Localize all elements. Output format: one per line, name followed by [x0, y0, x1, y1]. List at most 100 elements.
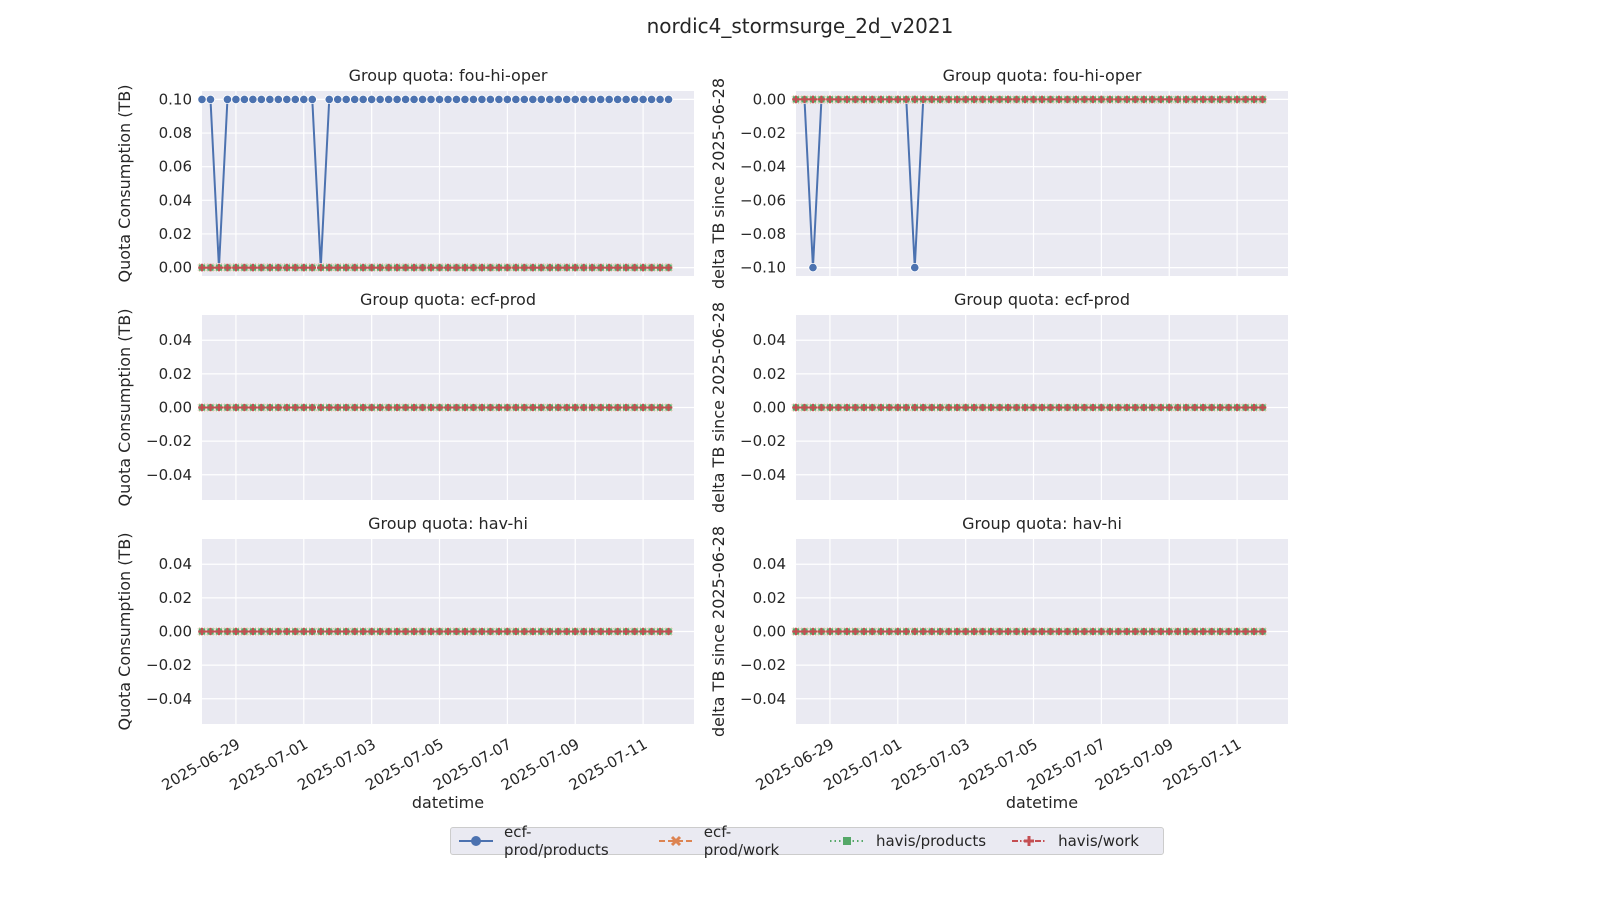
- data-point: [486, 263, 495, 272]
- data-point: [1004, 95, 1012, 104]
- data-point: [638, 94, 648, 105]
- legend-marker: [670, 835, 681, 847]
- data-point: [1139, 627, 1148, 636]
- data-point: [1182, 627, 1191, 636]
- data-point: [266, 403, 274, 412]
- data-point: [1165, 95, 1174, 104]
- legend-label: ecf-prod/work: [703, 823, 780, 859]
- data-point: [435, 403, 444, 412]
- y-tick-label: 0.04: [753, 555, 786, 573]
- data-point: [613, 403, 622, 412]
- data-point: [605, 627, 613, 636]
- data-point: [1106, 403, 1114, 412]
- data-point: [469, 263, 478, 272]
- data-point: [529, 403, 537, 412]
- data-point: [987, 95, 995, 104]
- data-point: [953, 403, 961, 412]
- data-point: [1173, 627, 1182, 636]
- data-point: [393, 403, 401, 412]
- y-tick-label: −0.04: [146, 690, 192, 708]
- data-point: [639, 627, 647, 636]
- data-point: [1250, 627, 1258, 636]
- data-point: [1216, 403, 1224, 412]
- y-tick-label: −0.02: [146, 432, 192, 450]
- data-point: [1139, 95, 1148, 104]
- series-ecf-prod-products: [197, 94, 674, 273]
- chart-legend: ecf-prod/products ecf-prod/work havis/prod…: [450, 823, 1164, 859]
- data-point: [596, 94, 606, 105]
- data-point: [944, 95, 953, 104]
- data-point: [927, 95, 936, 104]
- data-point: [817, 403, 826, 412]
- data-point: [1207, 95, 1216, 104]
- data-point: [1012, 95, 1021, 104]
- data-point: [1080, 95, 1089, 104]
- data-point: [1004, 403, 1012, 412]
- data-point: [910, 627, 919, 636]
- data-point: [529, 627, 537, 636]
- y-tick-label: −0.04: [146, 466, 192, 484]
- data-point: [435, 627, 444, 636]
- data-point: [308, 627, 317, 636]
- data-point: [646, 94, 657, 105]
- data-point: [1029, 95, 1038, 104]
- legend-marker: [1024, 836, 1035, 846]
- data-point: [266, 627, 274, 636]
- chart-grid: 0.10 0.08 0.06 0.04 0.02 0.00 Group quota: fou…: [115, 66, 1288, 812]
- data-point: [401, 627, 410, 636]
- data-point: [927, 403, 936, 412]
- data-point: [826, 627, 834, 636]
- data-point: [961, 95, 970, 104]
- data-point: [485, 94, 496, 105]
- data-point: [239, 94, 250, 105]
- data-point: [367, 263, 376, 272]
- data-point: [995, 403, 1004, 412]
- data-point: [877, 403, 885, 412]
- data-point: [205, 94, 216, 105]
- data-point: [936, 95, 945, 104]
- data-point: [393, 627, 401, 636]
- y-tick-label: −0.04: [740, 158, 786, 176]
- data-point: [1012, 627, 1021, 636]
- data-point: [1029, 403, 1038, 412]
- data-point: [198, 403, 206, 412]
- data-point: [1224, 627, 1233, 636]
- data-point: [893, 95, 902, 104]
- data-point: [621, 94, 631, 105]
- data-point: [512, 403, 520, 412]
- y-tick-label: −0.02: [740, 656, 786, 674]
- data-point: [1055, 403, 1063, 412]
- data-point: [1097, 95, 1106, 104]
- data-point: [333, 627, 342, 636]
- data-point: [630, 627, 639, 636]
- data-point: [215, 627, 223, 636]
- data-point: [1106, 95, 1114, 104]
- data-point: [970, 95, 978, 104]
- data-point: [240, 627, 249, 636]
- data-point: [987, 403, 995, 412]
- data-point: [639, 403, 647, 412]
- subplot-5: 0.040.020.00−0.02−0.042025-06-292025-07-…: [115, 514, 694, 812]
- data-point: [1190, 95, 1199, 104]
- data-point: [452, 627, 461, 636]
- data-point: [299, 263, 308, 272]
- plot-area: [796, 91, 1288, 276]
- data-point: [486, 403, 495, 412]
- data-point: [995, 95, 1004, 104]
- data-point: [1046, 403, 1055, 412]
- data-point: [919, 403, 928, 412]
- y-tick-label: 0.00: [159, 259, 192, 277]
- data-point: [1106, 627, 1114, 636]
- data-point: [562, 94, 572, 105]
- data-point: [1097, 627, 1106, 636]
- data-point: [299, 403, 308, 412]
- data-point: [919, 627, 928, 636]
- data-point: [308, 403, 317, 412]
- data-point: [1123, 627, 1131, 636]
- data-point: [1089, 95, 1097, 104]
- y-tick-label: 0.00: [753, 623, 786, 641]
- data-point: [647, 627, 656, 636]
- data-point: [418, 627, 427, 636]
- data-point: [1148, 403, 1157, 412]
- data-point: [257, 263, 266, 272]
